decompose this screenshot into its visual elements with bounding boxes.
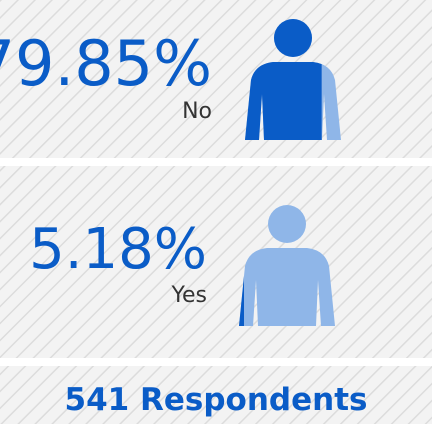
person-fill	[245, 19, 322, 140]
person-head	[274, 19, 312, 57]
percent-label: 5.18%	[29, 217, 207, 282]
category-label: No	[182, 99, 212, 124]
panel-background	[0, 0, 432, 158]
category-label: Yes	[170, 283, 207, 308]
footer-background	[0, 366, 432, 424]
person-head	[268, 205, 306, 243]
footer-text: 541 Respondents	[65, 382, 368, 418]
panel-background	[0, 166, 432, 358]
person-base	[239, 205, 335, 326]
person-icon	[239, 205, 335, 326]
percent-label: 79.85%	[0, 27, 212, 100]
person-icon	[245, 19, 341, 140]
person-body	[245, 62, 322, 140]
person-body	[239, 248, 335, 326]
